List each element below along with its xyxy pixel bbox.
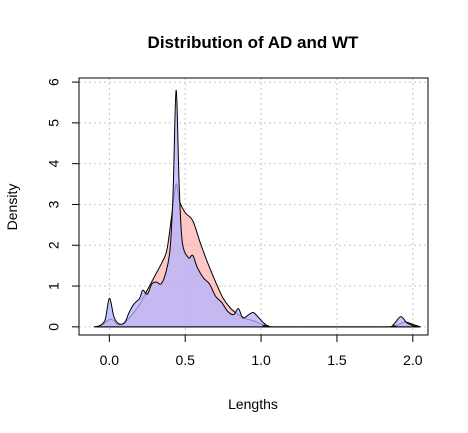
y-tick-label-6: 6: [46, 78, 62, 86]
y-axis-label: Density: [4, 184, 20, 231]
density-area-1: [96, 89, 420, 328]
x-tick-label-1: 0.5: [175, 352, 195, 368]
series-layer: [93, 89, 421, 328]
y-tick-label-5: 5: [46, 119, 62, 127]
x-axis-label: Lengths: [228, 396, 278, 412]
chart-title: Distribution of AD and WT: [148, 33, 360, 52]
x-tick-label-4: 2.0: [403, 352, 423, 368]
grid: [79, 78, 428, 335]
y-tick-label-1: 1: [46, 282, 62, 290]
x-tick-label-0: 0.0: [100, 352, 120, 368]
y-tick-label-0: 0: [46, 323, 62, 331]
plot-frame: [78, 77, 429, 336]
y-tick-label-3: 3: [46, 200, 62, 208]
x-axis: 0.0 0.5 1.0 1.5 2.0: [100, 334, 423, 368]
y-axis: 0 1 2 3 4 5 6: [46, 78, 80, 331]
x-tick-label-2: 1.0: [251, 352, 271, 368]
y-tick-label-4: 4: [46, 160, 62, 168]
x-tick-label-3: 1.5: [327, 352, 347, 368]
y-tick-label-2: 2: [46, 241, 62, 249]
